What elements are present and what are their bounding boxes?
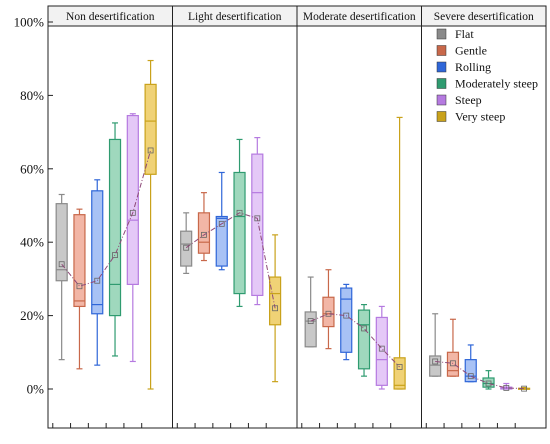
legend-label: Steep [455, 93, 482, 107]
legend-swatch [436, 45, 447, 56]
mean-marker [378, 345, 385, 352]
legend-swatch [436, 61, 447, 73]
panel-title: Light desertification [188, 11, 282, 23]
y-tick-label: 80% [20, 88, 44, 103]
mean-marker [129, 209, 136, 216]
legend-label: Moderately steep [455, 77, 538, 91]
mean-line [61, 150, 152, 287]
box-rolling [91, 190, 104, 315]
mean-line [435, 361, 525, 390]
mean-marker [218, 220, 225, 227]
box-very-steep [269, 276, 282, 326]
box-very-steep [144, 83, 157, 175]
mean-marker [201, 231, 207, 238]
box-gentle [322, 296, 335, 328]
mean-line [310, 313, 400, 368]
y-tick-label: 100% [14, 15, 45, 30]
panel-title: Non desertification [66, 11, 155, 23]
mean-line [185, 212, 276, 309]
mean-marker [361, 325, 367, 332]
mean-marker [503, 384, 510, 391]
y-tick-label: 0% [27, 382, 45, 397]
box-moderately-steep [357, 309, 371, 370]
box-moderately-steep [482, 377, 495, 388]
legend-label: Very steep [455, 110, 505, 124]
box-gentle [446, 351, 460, 377]
mean-marker [94, 277, 101, 284]
box-moderately-steep [108, 138, 122, 317]
y-tick-label: 40% [20, 235, 44, 250]
mean-marker [396, 364, 403, 370]
mean-marker [147, 147, 154, 154]
box-flat [429, 355, 442, 377]
panel-title: Severe desertification [434, 11, 534, 23]
mean-marker [450, 360, 456, 367]
box-rolling [340, 287, 353, 353]
legend-swatch [436, 28, 447, 40]
box-moderately-steep [233, 171, 246, 295]
legend-swatch [436, 94, 447, 106]
box-flat [180, 230, 193, 267]
mean-marker [58, 261, 65, 268]
mean-marker [485, 380, 492, 387]
panel-title: Moderate desertification [303, 11, 416, 23]
y-tick-label: 20% [20, 308, 44, 323]
box-rolling [215, 215, 228, 267]
legend-swatch [436, 111, 447, 122]
box-flat [304, 311, 317, 348]
y-tick-label: 60% [20, 161, 44, 176]
box-steep [251, 153, 264, 297]
legend-label: Flat [455, 27, 474, 41]
mean-marker [307, 318, 314, 325]
box-gentle [197, 212, 211, 254]
box-gentle [73, 214, 86, 308]
box-flat [55, 203, 68, 282]
legend-swatch [436, 78, 447, 89]
mean-marker [112, 252, 118, 258]
box-steep [126, 114, 139, 286]
box-rolling [464, 359, 477, 383]
legend-label: Rolling [455, 60, 491, 74]
mean-marker [467, 373, 474, 380]
legend-label: Gentle [455, 44, 487, 58]
box-very-steep [393, 357, 406, 390]
mean-marker [183, 244, 190, 251]
mean-marker [236, 209, 243, 216]
mean-marker [76, 283, 83, 290]
